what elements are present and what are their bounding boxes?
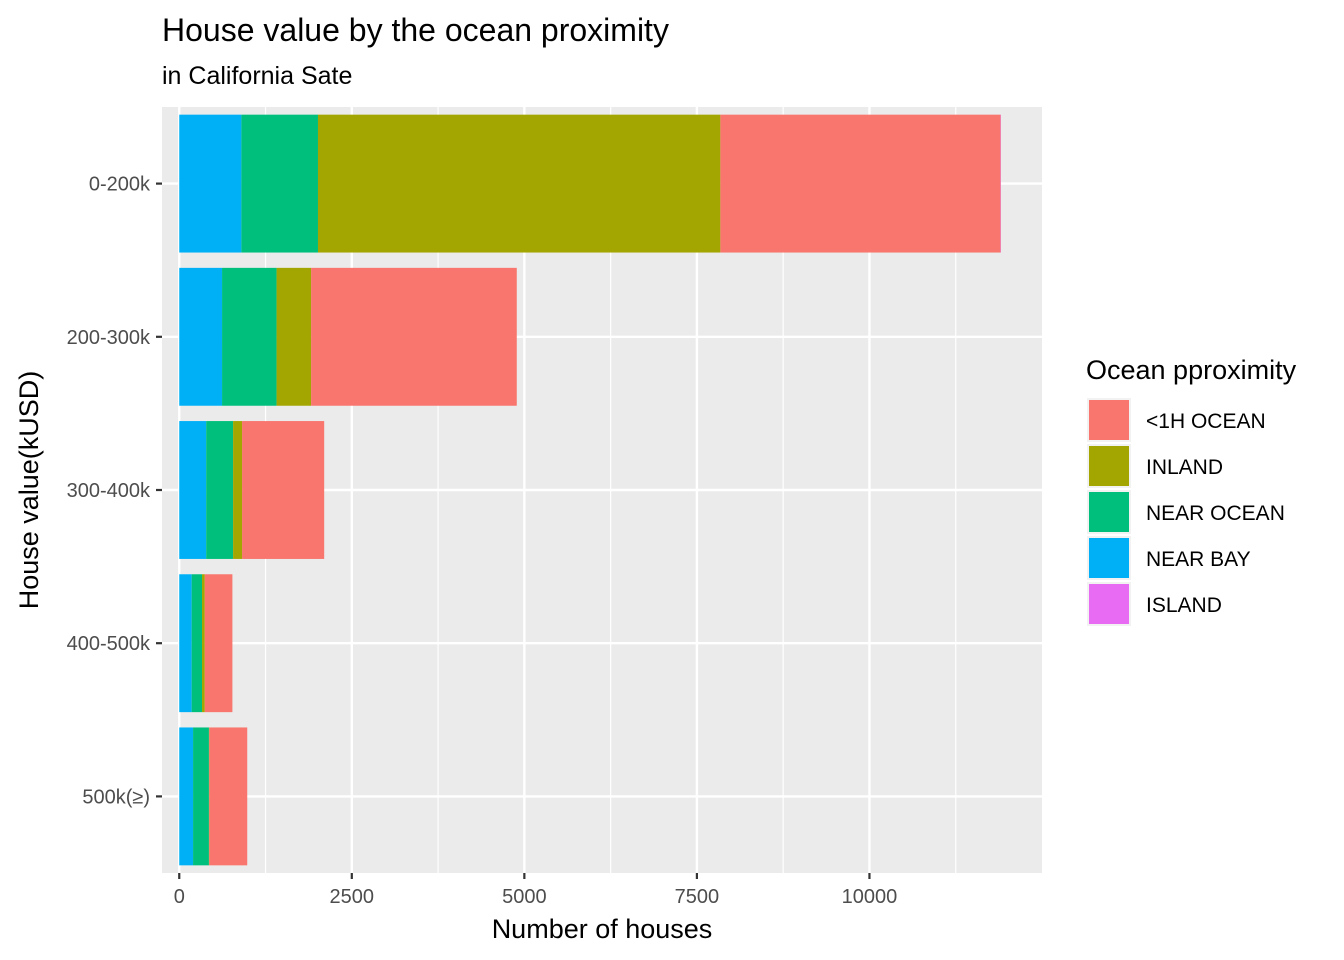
x-tick-label: 7500: [675, 886, 720, 908]
x-tick-label: 10000: [842, 886, 898, 908]
bar-segment: [179, 267, 223, 406]
bar-segment: [209, 727, 248, 866]
y-tick-label: 400-500k: [67, 633, 151, 655]
bar-segment: [317, 114, 721, 253]
chart-title: House value by the ocean proximity: [162, 12, 669, 48]
bar-segment: [191, 574, 203, 713]
bar-segment: [241, 114, 318, 253]
legend: Ocean pproximity <1H OCEAN INLAND NEAR OCE…: [1086, 355, 1297, 626]
legend-swatch: [1089, 446, 1129, 486]
legend-swatch: [1089, 538, 1129, 578]
bars: [179, 114, 1001, 866]
y-tick-label: 200-300k: [67, 327, 151, 349]
legend-swatch: [1089, 492, 1129, 532]
bar-segment: [720, 114, 1001, 253]
legend-swatch: [1089, 584, 1129, 624]
bar-segment: [204, 574, 233, 713]
bar-segment: [222, 267, 277, 406]
y-tick-label: 500k(≥): [82, 786, 150, 808]
bar-segment: [179, 727, 194, 866]
legend-label: ISLAND: [1146, 594, 1222, 617]
bar-segment: [179, 421, 207, 559]
chart-subtitle: in California Sate: [162, 62, 352, 90]
y-axis: 0-200k 200-300k 300-400k 400-500k 500k(≥): [67, 174, 162, 808]
bar-segment: [193, 727, 209, 866]
legend-label: NEAR OCEAN: [1146, 502, 1285, 525]
y-tick-label: 0-200k: [89, 174, 151, 196]
legend-label: <1H OCEAN: [1146, 410, 1266, 433]
bar-segment: [202, 574, 205, 713]
legend-title: Ocean pproximity: [1086, 355, 1297, 385]
x-axis-title: Number of houses: [492, 914, 713, 944]
y-tick-label: 300-400k: [67, 480, 151, 502]
bar-segment: [179, 574, 192, 713]
legend-label: NEAR BAY: [1146, 548, 1251, 571]
x-axis: 0 2500 5000 7500 10000: [174, 873, 898, 908]
bar-segment: [276, 267, 312, 406]
legend-label: INLAND: [1146, 456, 1223, 479]
x-tick-label: 5000: [502, 886, 547, 908]
bar-segment: [206, 421, 234, 559]
bar-segment: [233, 421, 243, 559]
bar-segment: [242, 421, 325, 559]
x-tick-label: 0: [174, 886, 185, 908]
bar-segment: [311, 267, 517, 406]
x-tick-label: 2500: [330, 886, 375, 908]
legend-swatch: [1089, 400, 1129, 440]
y-axis-title: House value(kUSD): [14, 371, 44, 610]
bar-segment: [179, 114, 242, 253]
